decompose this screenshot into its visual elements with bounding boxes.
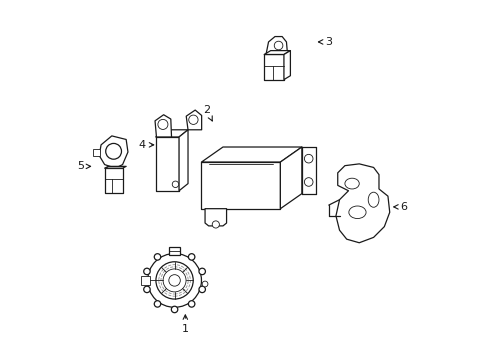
Circle shape [143,268,150,275]
Circle shape [188,254,195,260]
Circle shape [156,262,193,299]
Polygon shape [264,51,290,54]
Ellipse shape [367,192,378,207]
Circle shape [154,254,161,260]
Circle shape [188,301,195,307]
Ellipse shape [344,178,359,189]
Circle shape [199,286,205,293]
Polygon shape [104,168,122,193]
Ellipse shape [348,206,366,219]
Circle shape [168,275,180,286]
Bar [169,247,180,255]
Circle shape [304,178,312,186]
Polygon shape [155,137,179,191]
Circle shape [171,306,178,313]
Polygon shape [155,115,171,137]
Circle shape [163,269,185,292]
Polygon shape [179,130,187,191]
Polygon shape [186,110,201,130]
Circle shape [171,248,178,255]
Polygon shape [264,54,284,80]
Polygon shape [204,209,226,226]
Text: 4: 4 [139,140,153,150]
Polygon shape [104,166,126,168]
Polygon shape [265,37,287,54]
Circle shape [158,120,167,130]
Polygon shape [155,130,187,137]
Circle shape [147,253,201,307]
Circle shape [172,181,178,188]
Polygon shape [284,51,290,80]
Polygon shape [201,162,280,209]
Bar [141,276,150,285]
Polygon shape [280,147,301,209]
Text: 6: 6 [393,202,407,212]
Circle shape [202,281,207,287]
Polygon shape [99,136,128,168]
Circle shape [212,221,219,228]
Circle shape [188,115,198,125]
Text: 1: 1 [182,315,188,334]
Text: 3: 3 [318,37,331,47]
Polygon shape [335,164,389,243]
Circle shape [154,301,161,307]
Circle shape [304,154,312,163]
Polygon shape [201,147,301,162]
Circle shape [105,143,121,159]
Circle shape [274,41,282,50]
Text: 5: 5 [77,161,90,171]
Circle shape [143,286,150,293]
Circle shape [199,268,205,275]
Text: 2: 2 [203,105,212,121]
Bar [93,149,100,156]
